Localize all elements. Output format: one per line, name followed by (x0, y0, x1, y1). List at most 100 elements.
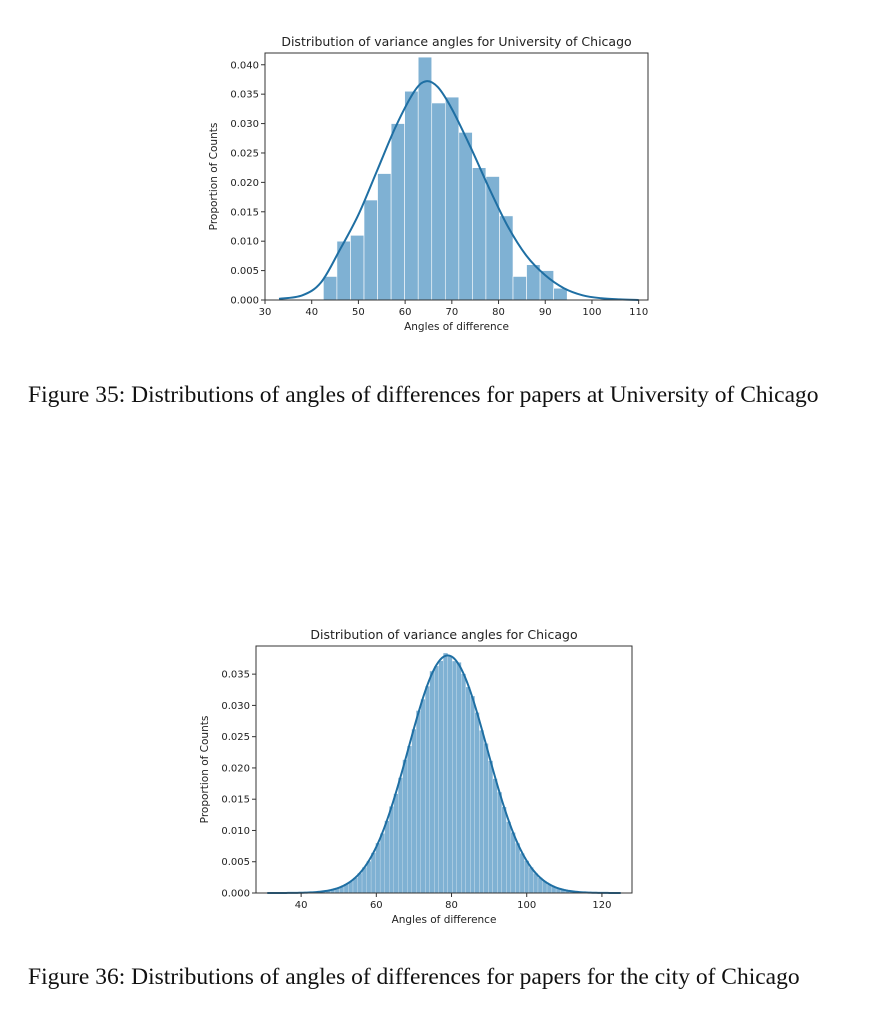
histogram-bar (411, 729, 417, 894)
y-tick-label: 0.035 (221, 670, 250, 681)
y-tick-label: 0.025 (221, 732, 250, 743)
x-axis: 30 40 50 60 70 80 90 100 110 (259, 300, 648, 318)
x-axis-label: Angles of difference (404, 321, 509, 333)
histogram-bar (533, 873, 539, 894)
histogram-bar (553, 287, 568, 301)
histogram-bars (267, 652, 624, 894)
y-axis-label: Proportion of Counts (208, 123, 220, 231)
x-tick-label: 60 (399, 307, 412, 318)
plot-frame (255, 645, 633, 894)
figure-35-caption: Figure 35: Distributions of angles of di… (28, 382, 819, 408)
histogram-bar (417, 56, 433, 301)
density-curve (267, 654, 621, 894)
y-tick-label: 0.030 (230, 119, 259, 130)
figure-35: 30 40 50 60 70 80 90 100 110 0.000 0.005 0.010 0.015… (195, 28, 665, 346)
histogram-bar (390, 123, 405, 301)
histogram-bar (465, 686, 471, 894)
histogram-bar (363, 199, 378, 301)
histogram-bar (447, 656, 453, 894)
histogram-bar (539, 270, 554, 301)
histogram-bar (389, 806, 394, 894)
y-axis: 0.000 0.005 0.010 0.015 0.020 0.025 0.030 0.035 (221, 670, 256, 900)
histogram-bar (384, 820, 390, 894)
histogram-bar (370, 852, 376, 894)
y-tick-label: 0.000 (230, 296, 259, 307)
histogram-bar (483, 743, 489, 894)
density-curve (278, 80, 639, 301)
y-tick-label: 0.005 (230, 266, 259, 277)
y-tick-label: 0.010 (230, 237, 259, 248)
x-tick-label: 70 (445, 307, 458, 318)
histogram-bar (458, 132, 473, 301)
histogram-bar (444, 96, 460, 301)
chart-title: Distribution of variance angles for Chic… (310, 627, 577, 642)
histogram-bar (366, 861, 372, 894)
histogram-bar (398, 777, 403, 894)
figure-36-caption: Figure 36: Distributions of angles of di… (28, 964, 800, 990)
histogram-bar (443, 652, 448, 894)
histogram-bar (425, 686, 430, 894)
y-axis-label: Proportion of Counts (199, 716, 211, 824)
histogram-bar (510, 832, 516, 894)
x-tick-label: 100 (582, 307, 601, 318)
x-axis-label: Angles of difference (392, 914, 497, 926)
histogram-bar (501, 806, 507, 894)
histogram-bar (416, 710, 421, 894)
histogram-bar (377, 173, 392, 301)
x-axis: 40 60 80 100 120 (295, 893, 611, 911)
chart-university-of-chicago: 30 40 50 60 70 80 90 100 110 0.000 0.005 0.010 0.015… (208, 34, 649, 333)
y-tick-label: 0.030 (221, 701, 250, 712)
plot-frame (264, 52, 649, 301)
x-tick-label: 50 (352, 307, 365, 318)
histogram-bar (488, 760, 493, 894)
histogram-bar (404, 90, 419, 301)
histogram-bar (492, 778, 498, 894)
x-tick-label: 40 (305, 307, 318, 318)
x-tick-label: 80 (445, 900, 458, 911)
histogram-bar (461, 673, 466, 894)
histogram-bar (456, 662, 462, 894)
histogram-bar (452, 660, 457, 894)
histogram-bars (323, 56, 568, 301)
y-axis: 0.000 0.005 0.010 0.015 0.020 0.025 0.030 0.035… (230, 60, 265, 307)
histogram-bar (479, 730, 484, 894)
y-tick-label: 0.040 (230, 60, 259, 71)
y-tick-label: 0.015 (221, 795, 250, 806)
histogram-bar (524, 860, 530, 894)
chart-title: Distribution of variance angles for Univ… (281, 34, 631, 49)
x-tick-label: 120 (592, 900, 611, 911)
figure-36: 40 60 80 100 120 0.000 0.005 0.010 0.015 0.020 0.0… (190, 624, 640, 934)
x-tick-label: 80 (492, 307, 505, 318)
histogram-bar (499, 215, 514, 301)
histogram-bar (506, 821, 512, 894)
x-tick-label: 100 (517, 900, 536, 911)
histogram-bar (470, 695, 475, 894)
x-tick-label: 30 (259, 307, 272, 318)
histogram-bar (472, 167, 487, 301)
y-tick-label: 0.035 (230, 90, 259, 101)
histogram-bar (515, 843, 521, 894)
histogram-bar (431, 102, 446, 301)
x-tick-label: 60 (370, 900, 383, 911)
histogram-bar (350, 235, 365, 301)
histogram-bar (497, 791, 503, 894)
histogram-bar (429, 670, 435, 894)
histogram-bar (402, 759, 408, 894)
x-tick-label: 110 (629, 307, 648, 318)
histogram-bar (512, 276, 527, 301)
y-tick-label: 0.010 (221, 826, 250, 837)
y-tick-label: 0.025 (230, 148, 259, 159)
y-tick-label: 0.020 (221, 763, 250, 774)
chart-city-of-chicago: 40 60 80 100 1200.0000.0050.0100.0150.0200.0… (199, 627, 633, 926)
histogram-bar (420, 699, 426, 894)
y-tick-label: 0.005 (221, 857, 250, 868)
histogram-bar (474, 712, 480, 894)
y-tick-label: 0.015 (230, 207, 259, 218)
histogram-bar (438, 660, 444, 894)
y-tick-label: 0.000 (221, 889, 250, 900)
histogram-bar (407, 745, 412, 894)
x-tick-label: 40 (295, 900, 308, 911)
x-tick-label: 90 (539, 307, 552, 318)
histogram-bar (434, 665, 439, 894)
y-tick-label: 0.020 (230, 178, 259, 189)
